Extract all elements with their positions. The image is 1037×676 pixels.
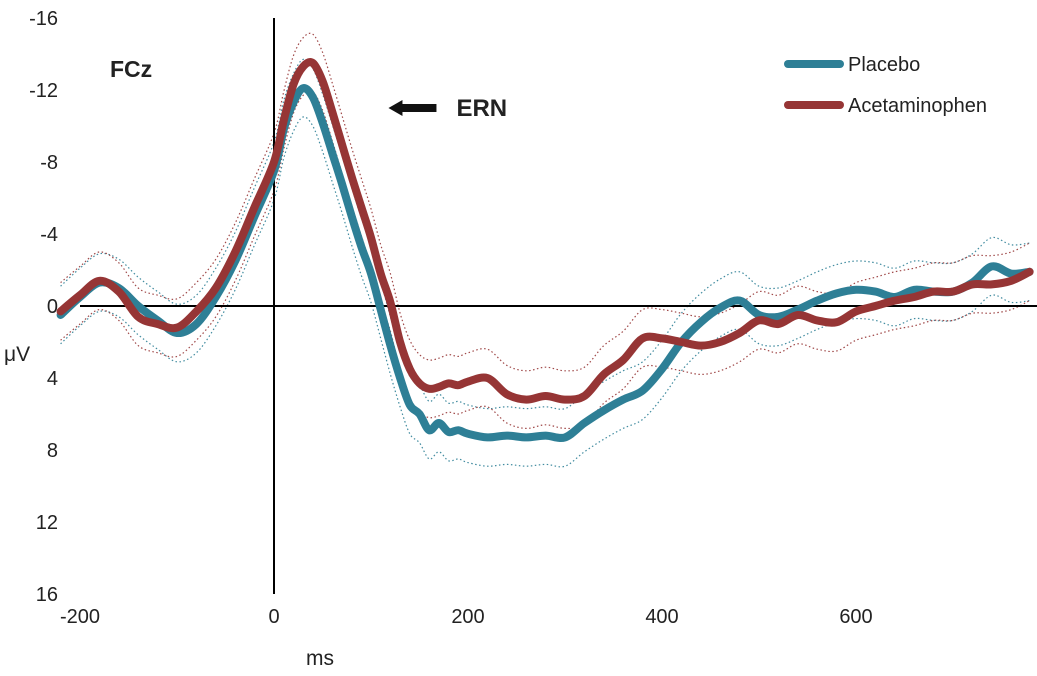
panel-label: FCz xyxy=(110,56,152,82)
y-axis-label: μV xyxy=(4,343,30,366)
y-tick-label: 12 xyxy=(36,512,58,534)
ern-annotation: ERN xyxy=(388,95,507,122)
y-tick-label: 4 xyxy=(47,368,58,390)
legend-label-placebo: Placebo xyxy=(848,54,920,76)
legend-item-acetaminophen: Acetaminophen xyxy=(784,95,987,117)
y-tick-label: 0 xyxy=(47,296,58,318)
y-tick-label: 16 xyxy=(36,584,58,606)
x-tick-label: -200 xyxy=(60,606,100,628)
series-line-acetaminophen xyxy=(56,58,1034,404)
confidence-band-acetaminophen xyxy=(60,90,1030,430)
ern-label: ERN xyxy=(456,95,507,122)
x-tick-labels: -200 0 200 400 600 xyxy=(60,606,873,628)
y-tick-labels: -16 -12 -8 -4 0 4 8 12 16 xyxy=(29,8,58,606)
y-tick-label: 8 xyxy=(47,440,58,462)
x-tick-label: 600 xyxy=(839,606,872,628)
x-tick-label: 400 xyxy=(645,606,678,628)
x-axis-label: ms xyxy=(306,647,334,670)
confidence-bands-layer xyxy=(60,32,1030,468)
ern-arrow-icon xyxy=(388,100,437,116)
y-tick-label: -12 xyxy=(29,80,58,102)
legend-item-placebo: Placebo xyxy=(784,54,920,76)
legend-label-acetaminophen: Acetaminophen xyxy=(848,95,987,117)
series-line-placebo xyxy=(56,84,1034,443)
y-tick-label: -8 xyxy=(40,152,58,174)
legend: Placebo Acetaminophen xyxy=(784,54,987,117)
x-tick-label: 0 xyxy=(268,606,279,628)
x-tick-label: 200 xyxy=(451,606,484,628)
confidence-band-acetaminophen xyxy=(60,32,1030,372)
series-layer xyxy=(56,58,1034,443)
y-tick-label: -16 xyxy=(29,8,58,30)
y-tick-label: -4 xyxy=(40,224,58,246)
